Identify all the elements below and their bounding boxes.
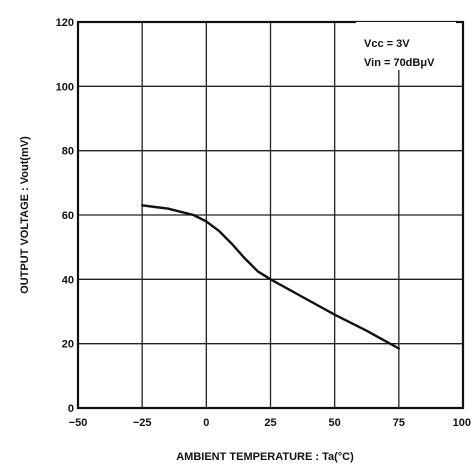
y-tick-labels: 0 20 40 60 80 100 120 bbox=[56, 17, 74, 415]
x-axis-title: AMBIENT TEMPERATURE : Ta(°C) bbox=[176, 451, 354, 463]
x-tick-label: 25 bbox=[264, 417, 276, 429]
y-axis-title: OUTPUT VOLTAGE : Vout(mV) bbox=[19, 136, 31, 294]
output-voltage-curve bbox=[141, 204, 400, 350]
x-tick-label: 0 bbox=[203, 417, 209, 429]
y-tick-label: 80 bbox=[62, 146, 74, 158]
grid-lines bbox=[77, 21, 464, 409]
x-tick-label: 100 bbox=[453, 417, 471, 429]
y-tick-label: 0 bbox=[68, 403, 74, 415]
x-tick-labels: −50 −25 0 25 50 75 100 bbox=[69, 417, 471, 429]
y-tick-label: 60 bbox=[62, 210, 74, 222]
plot-frame bbox=[76, 20, 465, 410]
x-tick-label: 75 bbox=[393, 417, 405, 429]
x-tick-label: −25 bbox=[133, 417, 152, 429]
legend-box bbox=[356, 22, 456, 70]
y-tick-label: 20 bbox=[62, 339, 74, 351]
legend-vin: Vin = 70dBμV bbox=[364, 57, 435, 69]
x-tick-label: −50 bbox=[69, 417, 88, 429]
x-tick-label: 50 bbox=[329, 417, 341, 429]
legend-vcc: Vcc = 3V bbox=[364, 38, 410, 50]
y-tick-label: 120 bbox=[56, 17, 74, 29]
y-tick-label: 40 bbox=[62, 274, 74, 286]
y-tick-label: 100 bbox=[56, 81, 74, 93]
